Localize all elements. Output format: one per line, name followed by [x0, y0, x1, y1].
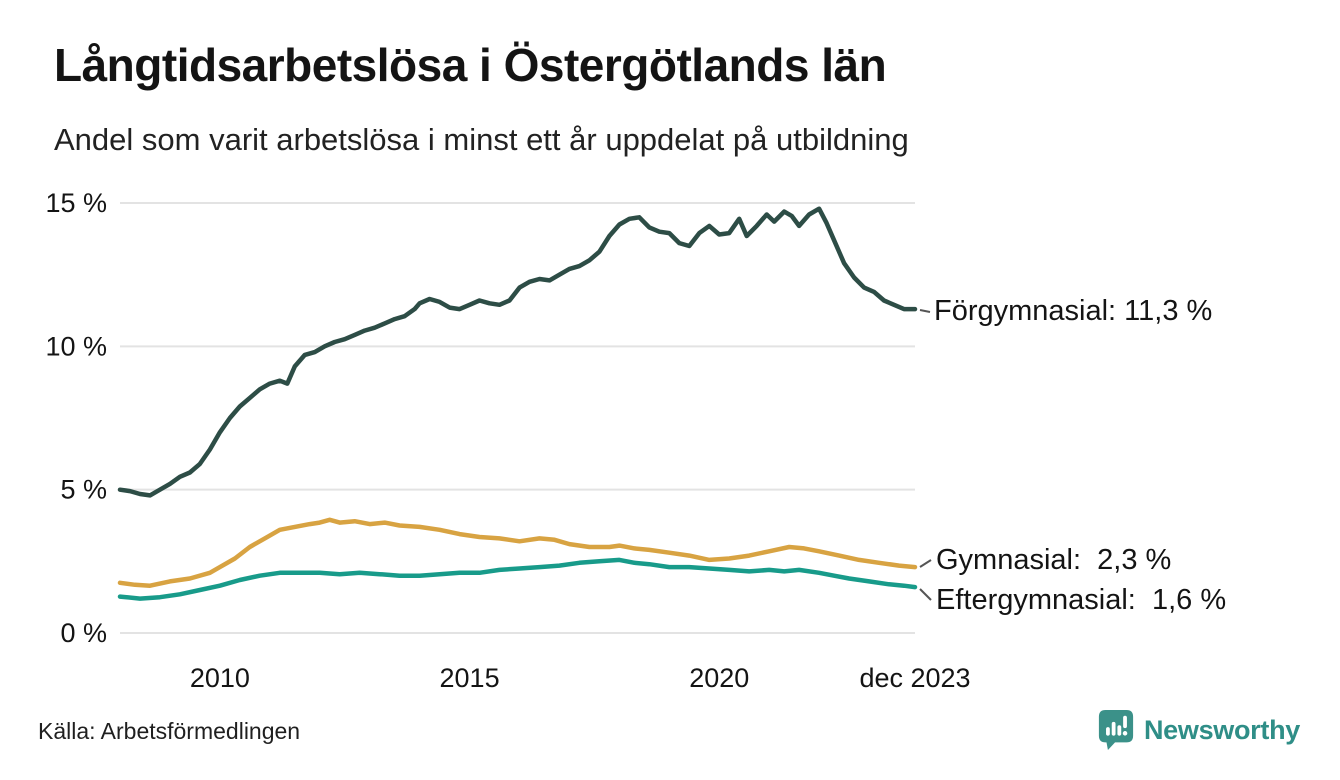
series-end-labels: Förgymnasial: 11,3 % Gymnasial: 2,3 % Efte… — [919, 295, 1226, 616]
series-line-forgymnasial — [117, 206, 918, 498]
x-tick-label: 2015 — [440, 663, 500, 693]
newsworthy-brand: Newsworthy — [1097, 708, 1300, 752]
y-axis-labels: 0 % 5 % 10 % 15 % — [45, 188, 107, 648]
leader-line-eftergymnasial — [919, 588, 932, 601]
x-tick-label: dec 2023 — [859, 663, 970, 693]
chart-title: Långtidsarbetslösa i Östergötlands län — [54, 39, 887, 91]
y-tick-label: 0 % — [60, 618, 107, 648]
series-line-gymnasial — [117, 517, 918, 588]
source-note: Källa: Arbetsförmedlingen — [38, 718, 301, 744]
x-tick-label: 2020 — [689, 663, 749, 693]
gridlines — [120, 202, 915, 634]
chart-subtitle: Andel som varit arbetslösa i minst ett å… — [54, 122, 909, 157]
y-tick-label: 10 % — [45, 331, 107, 361]
leader-line-gymnasial — [919, 559, 932, 568]
end-label-eftergymnasial: Eftergymnasial: 1,6 % — [936, 584, 1226, 616]
leader-line-forgymnasial — [919, 309, 931, 313]
end-label-forgymnasial: Förgymnasial: 11,3 % — [934, 295, 1212, 327]
newsworthy-brand-name: Newsworthy — [1143, 714, 1300, 745]
y-tick-label: 5 % — [60, 475, 107, 505]
newsworthy-speech-bubble-chart-icon — [1097, 708, 1135, 752]
x-tick-label: 2010 — [190, 663, 250, 693]
y-tick-label: 15 % — [45, 188, 107, 218]
end-label-gymnasial: Gymnasial: 2,3 % — [936, 544, 1171, 576]
x-axis-labels: 2010 2015 2020 dec 2023 — [190, 663, 971, 693]
series-line-eftergymnasial — [117, 557, 918, 601]
series-lines — [117, 206, 918, 601]
